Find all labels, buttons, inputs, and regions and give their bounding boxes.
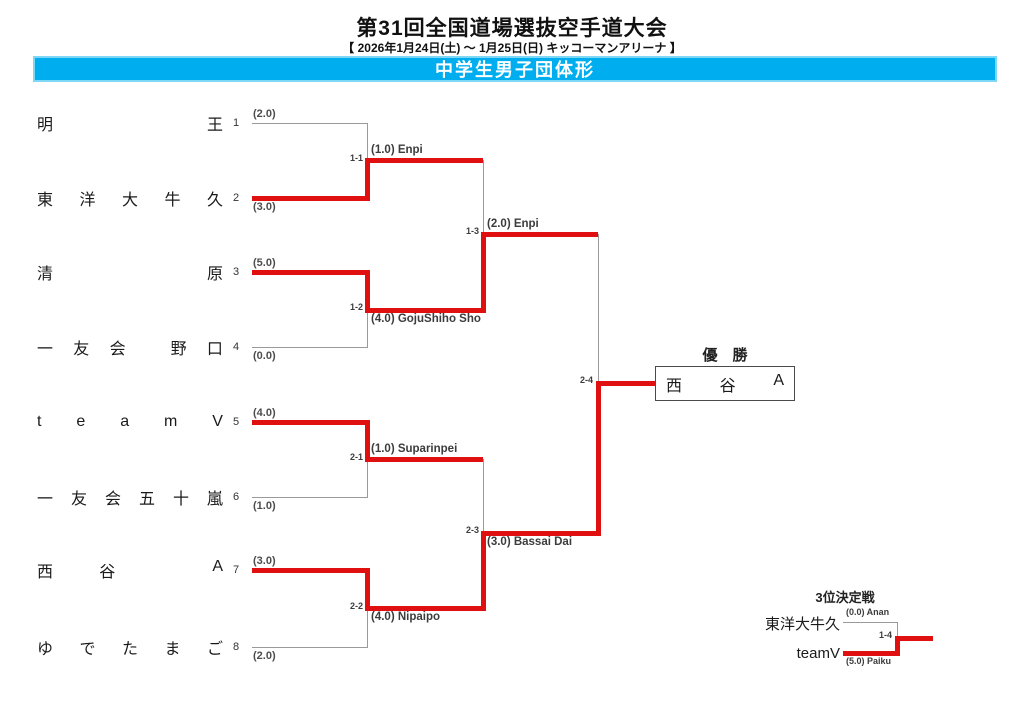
team-row: 東洋大牛久	[37, 185, 223, 211]
third-place-kata-top: (0.0) Anan	[846, 607, 890, 617]
third-place-team-bottom: teamV	[796, 645, 840, 662]
winner-line-match1-3	[483, 232, 598, 237]
bracket-connector	[367, 123, 368, 161]
third-place-line-top	[843, 622, 897, 623]
third-place-kata-bottom: (5.0) Paiku	[846, 656, 892, 666]
team-row: 一友会五十嵐	[37, 484, 223, 510]
team-name: 一友会五十嵐	[37, 491, 223, 508]
winner-line-match1-1	[367, 158, 483, 163]
bracket-line-team4	[252, 347, 367, 348]
winner-line-team3	[252, 270, 367, 275]
winner-line-team7	[252, 568, 367, 573]
seed-number: 4	[232, 341, 240, 353]
third-place-line-bottom	[843, 651, 899, 656]
third-place-winner-line	[895, 636, 933, 641]
winner-connector	[365, 158, 370, 201]
score-team7: (3.0)	[253, 555, 276, 567]
winner-connector	[481, 232, 486, 313]
winner-line-match1-2	[367, 308, 483, 313]
match-id-final: 2-4	[579, 375, 593, 385]
event-date-venue: 【 2026年1月24日(土) ～ 1月25日(日) キッコーマンアリーナ 】	[342, 41, 682, 55]
team-name: 西谷 A	[37, 558, 223, 581]
bracket-connector	[598, 234, 599, 384]
team-name: ゆでたまご	[37, 641, 223, 658]
winner-line-match2-3	[483, 531, 598, 536]
seed-number: 2	[232, 192, 240, 204]
score-team2: (3.0)	[253, 201, 276, 213]
kata-label-2-1: (1.0) Suparinpei	[371, 443, 458, 455]
winner-line-team5	[252, 420, 367, 425]
kata-label-1-3: (2.0) Enpi	[487, 218, 539, 230]
third-place-match-id: 1-4	[878, 630, 892, 640]
winner-line-match2-2	[367, 606, 483, 611]
bracket-connector	[367, 608, 368, 648]
winner-connector	[481, 531, 486, 611]
kata-label-1-1: (1.0) Enpi	[371, 144, 423, 156]
team-row: ゆでたまご	[37, 634, 223, 660]
kata-label-1-2: (4.0) GojuShiho Sho	[371, 313, 481, 325]
team-name: 東洋大牛久	[37, 192, 223, 209]
winner-connector	[365, 568, 370, 611]
bracket-connector	[367, 310, 368, 348]
match-id-2-3: 2-3	[465, 525, 479, 535]
seed-number: 8	[232, 641, 240, 653]
match-id-1-2: 1-2	[349, 302, 363, 312]
kata-label-2-3: (3.0) Bassai Dai	[487, 536, 573, 548]
match-id-2-2: 2-2	[349, 601, 363, 611]
team-row: 一友会 野口	[37, 334, 223, 360]
team-row: 明王	[37, 110, 223, 136]
winner-connector	[365, 270, 370, 313]
seed-number: 7	[232, 564, 240, 576]
third-place-winner-connector	[895, 636, 900, 656]
bracket-connector	[367, 459, 368, 498]
team-name: 清原	[37, 266, 223, 283]
winner-line-match2-1	[367, 457, 483, 462]
seed-number: 5	[232, 416, 240, 428]
bracket-line-team1	[252, 123, 367, 124]
team-row: 清原	[37, 259, 223, 285]
score-team4: (0.0)	[253, 350, 276, 362]
bracket-connector	[483, 459, 484, 534]
match-id-2-1: 2-1	[349, 452, 363, 462]
seed-number: 1	[232, 117, 240, 129]
match-id-1-3: 1-3	[465, 226, 479, 236]
winner-line-team2	[252, 196, 367, 201]
score-team5: (4.0)	[253, 407, 276, 419]
score-team3: (5.0)	[253, 257, 276, 269]
division-banner-label: 中学生男子団体形	[435, 60, 595, 80]
seed-number: 6	[232, 491, 240, 503]
champion-label: 優 勝	[702, 347, 748, 364]
bracket-line-team6	[252, 497, 367, 498]
score-team6: (1.0)	[253, 500, 276, 512]
score-team8: (2.0)	[253, 650, 276, 662]
team-name: 明王	[37, 117, 223, 134]
winner-connector	[365, 420, 370, 462]
page-title: 第31回全国道場選抜空手道大会	[356, 17, 668, 40]
winner-connector	[596, 381, 601, 536]
match-id-1-1: 1-1	[349, 153, 363, 163]
third-place-team-top: 東洋大牛久	[764, 616, 840, 633]
third-place-connector	[897, 622, 898, 639]
third-place-title: 3位決定戦	[815, 590, 875, 605]
seed-number: 3	[232, 266, 240, 278]
division-banner: 中学生男子団体形	[33, 56, 997, 82]
kata-label-2-2: (4.0) Nipaipo	[371, 611, 441, 623]
team-row: 西谷 A	[37, 557, 223, 583]
bracket-line-team8	[252, 647, 367, 648]
bracket-connector	[483, 160, 484, 235]
team-name: 一友会 野口	[37, 341, 223, 358]
score-team1: (2.0)	[253, 108, 276, 120]
winner-line-final	[596, 381, 656, 386]
